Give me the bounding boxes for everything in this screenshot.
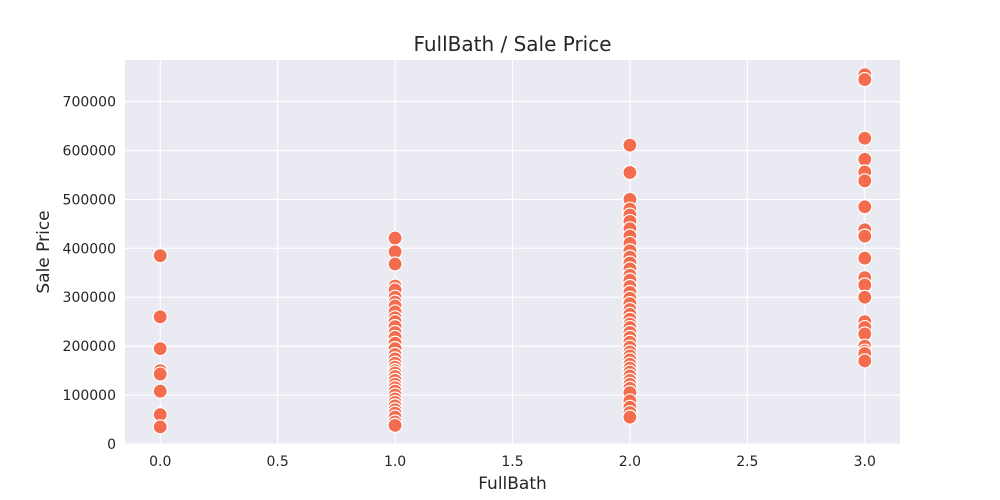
- data-point: [387, 417, 403, 434]
- data-point: [387, 256, 403, 272]
- y-tick-label: 200000: [63, 339, 116, 355]
- x-tick-label: 2.0: [619, 454, 641, 470]
- data-point: [622, 137, 638, 153]
- data-point: [152, 341, 168, 357]
- chart-title: FullBath / Sale Price: [413, 32, 611, 56]
- y-tick-label: 600000: [63, 143, 116, 159]
- x-axis-label: FullBath: [478, 474, 547, 494]
- data-point: [857, 71, 873, 88]
- gridlines: [125, 60, 900, 445]
- data-point: [152, 383, 168, 399]
- x-tick-label: 3.0: [854, 454, 876, 470]
- data-point: [857, 199, 873, 215]
- x-tick-label: 0.5: [267, 454, 289, 470]
- y-tick-label: 700000: [63, 95, 116, 111]
- y-tick-label: 300000: [63, 290, 116, 306]
- y-tick-label: 0: [107, 437, 116, 453]
- data-point: [857, 173, 873, 189]
- y-tick-labels: 0 100000 200000 300000 400000 500000 600000 700…: [63, 95, 116, 453]
- data-point: [152, 248, 168, 264]
- y-tick-label: 400000: [63, 241, 116, 257]
- data-point: [857, 151, 873, 167]
- data-points: [152, 67, 873, 435]
- data-point: [622, 164, 638, 181]
- data-point: [622, 409, 638, 425]
- data-point: [857, 250, 873, 266]
- data-point: [857, 228, 873, 244]
- y-tick-label: 500000: [63, 192, 116, 208]
- data-point: [152, 366, 168, 382]
- data-point: [387, 230, 403, 246]
- data-point: [857, 130, 873, 146]
- x-tick-label: 0.0: [149, 454, 171, 470]
- x-tick-label: 1.0: [384, 454, 406, 470]
- data-point: [857, 353, 873, 369]
- data-point: [857, 289, 873, 305]
- x-tick-label: 1.5: [501, 454, 523, 470]
- y-tick-label: 100000: [63, 388, 116, 404]
- y-axis-label: Sale Price: [34, 210, 54, 293]
- data-point: [152, 419, 168, 435]
- data-point: [152, 309, 168, 325]
- x-tick-labels: 0.0 0.5 1.0 1.5 2.0 2.5 3.0: [149, 454, 876, 470]
- x-tick-label: 2.5: [736, 454, 758, 470]
